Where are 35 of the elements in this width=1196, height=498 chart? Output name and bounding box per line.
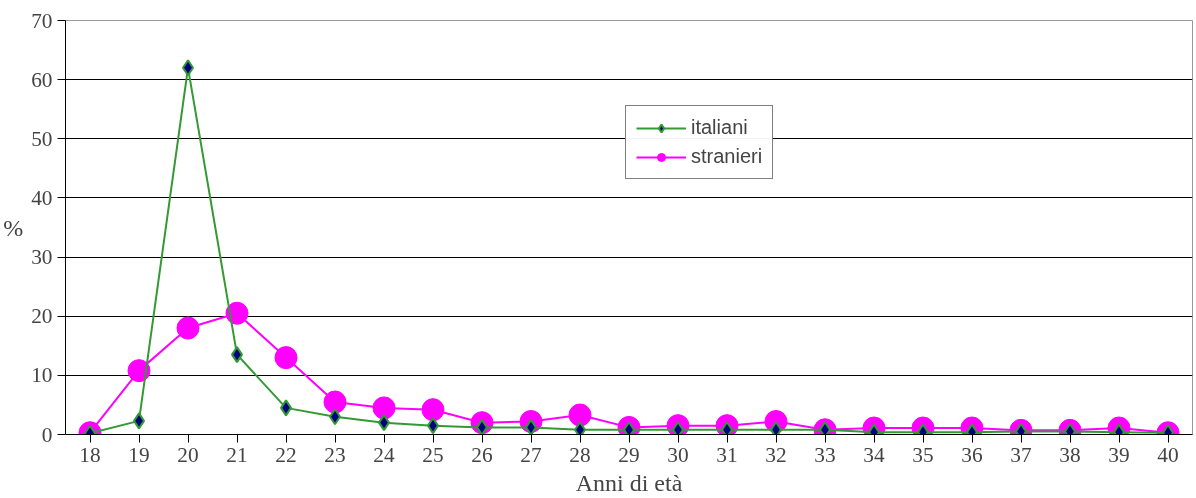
x-tick-label: 19: [128, 442, 150, 467]
x-tick-label: 21: [226, 442, 248, 467]
x-tick-label: 28: [569, 442, 591, 467]
x-tick-label: 33: [814, 442, 836, 467]
x-axis-title: Anni di età: [575, 469, 683, 496]
y-tick-label: 20: [31, 304, 53, 329]
y-tick-label: 10: [31, 363, 53, 388]
y-tick-label: 50: [31, 126, 53, 151]
x-tick-label: 35: [912, 442, 934, 467]
x-tick-label: 22: [275, 442, 297, 467]
x-tick-label: 37: [1010, 442, 1032, 467]
x-tick-label: 18: [79, 442, 101, 467]
x-tick-label: 27: [520, 442, 542, 467]
x-tick-label: 36: [961, 442, 983, 467]
x-tick-label: 25: [422, 442, 444, 467]
y-tick-label: 60: [31, 67, 53, 92]
x-tick-label: 38: [1059, 442, 1081, 467]
x-tick-label: 40: [1157, 442, 1179, 467]
x-tick-label: 24: [373, 442, 395, 467]
y-tick-label: 70: [31, 8, 53, 33]
x-tick-label: 29: [618, 442, 640, 467]
legend-label: stranieri: [691, 145, 763, 168]
y-axis-title: %: [3, 214, 24, 241]
y-tick-label: 40: [31, 185, 53, 210]
x-tick-label: 31: [716, 442, 738, 467]
x-tick-label: 34: [863, 442, 885, 467]
x-tick-label: 23: [324, 442, 346, 467]
x-tick-label: 20: [177, 442, 199, 467]
x-tick-label: 30: [667, 442, 689, 467]
legend-label: italiani: [691, 116, 748, 139]
x-tick-label: 32: [765, 442, 787, 467]
y-tick-label: 0: [41, 422, 53, 447]
x-tick-label: 39: [1108, 442, 1130, 467]
x-tick-label: 26: [471, 442, 493, 467]
y-tick-label: 30: [31, 245, 53, 270]
